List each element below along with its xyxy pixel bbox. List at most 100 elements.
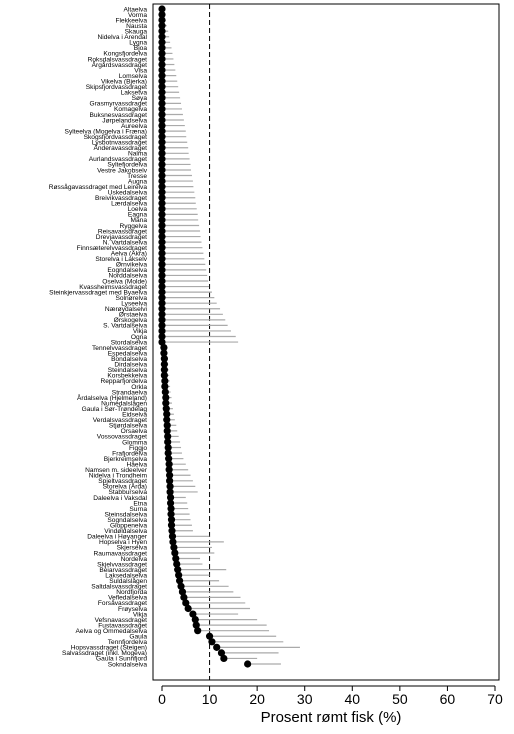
data-point xyxy=(158,199,166,207)
data-point xyxy=(158,177,166,185)
river-label: Dirdalselva xyxy=(114,362,147,369)
data-point xyxy=(162,405,170,413)
data-point xyxy=(189,610,197,618)
river-label: Uskedalselva xyxy=(108,189,148,196)
data-point xyxy=(166,471,174,479)
data-point xyxy=(165,466,173,474)
river-label: Numedalslågen xyxy=(101,399,147,407)
data-point xyxy=(158,110,166,119)
river-label: Gaula xyxy=(129,634,147,641)
plot-frame xyxy=(152,3,500,681)
data-point xyxy=(158,88,166,96)
data-point xyxy=(158,133,166,141)
river-label: Skjelvvassdraget xyxy=(97,561,147,568)
data-point xyxy=(158,188,166,196)
data-point xyxy=(160,349,168,357)
data-point xyxy=(158,138,166,146)
data-point xyxy=(158,16,166,24)
river-label: Orsaelva xyxy=(121,428,148,435)
river-label: Steinkjervassdraget med Byaelva xyxy=(49,289,147,296)
data-point xyxy=(191,615,199,624)
river-label: Kvassheimsvassdraget xyxy=(79,284,147,291)
data-point xyxy=(194,627,202,635)
x-tick-label: 20 xyxy=(249,691,265,707)
data-point xyxy=(158,271,166,280)
river-label: Suldalslågen xyxy=(109,577,147,585)
river-label: Augna xyxy=(128,178,147,185)
data-point xyxy=(158,83,166,91)
x-tick-label: 0 xyxy=(158,691,166,707)
river-label: Fustavassdraget xyxy=(98,622,147,629)
river-label: Skipsfjordvassdraget xyxy=(86,84,147,91)
data-point xyxy=(158,44,166,52)
data-point xyxy=(158,72,166,80)
river-label: Vikja xyxy=(133,611,148,618)
data-point xyxy=(158,338,166,346)
data-point xyxy=(158,155,166,163)
river-label: Vorma xyxy=(128,12,147,19)
river-label: Bjerkreimselva xyxy=(104,456,148,463)
river-label: Stabburselva xyxy=(109,489,148,496)
data-point xyxy=(158,299,166,307)
data-point xyxy=(163,427,171,435)
data-point xyxy=(164,449,172,457)
data-point xyxy=(166,493,175,502)
points-layer xyxy=(158,5,252,668)
river-label: Vossovassdraget xyxy=(97,434,147,441)
river-label: Hopsvassdraget (Steigen) xyxy=(71,645,147,652)
river-label: Roksdalsvassdraget xyxy=(88,56,148,63)
river-label: Sokndalselva xyxy=(108,661,148,668)
data-point xyxy=(158,22,166,30)
data-point xyxy=(217,649,226,657)
river-label: Årgårdsvassdraget xyxy=(92,60,148,69)
river-label: Salvassdraget (inkl. Mogeva) xyxy=(62,650,147,657)
river-label: Vikja xyxy=(133,328,148,335)
data-point xyxy=(158,33,166,41)
data-point xyxy=(158,244,166,252)
river-label: Ryggelva xyxy=(120,223,148,230)
river-label: Komagelva xyxy=(114,106,147,113)
river-label: Aureelva xyxy=(121,123,147,130)
river-label: Norddalselva xyxy=(109,273,148,280)
river-label: Laksetva xyxy=(121,90,148,97)
river-label: Syltefjordelva xyxy=(107,162,147,169)
data-point xyxy=(158,266,166,274)
data-point xyxy=(158,127,166,135)
river-label: Nalma xyxy=(128,151,147,158)
data-point xyxy=(158,77,166,85)
river-label: Skauga xyxy=(125,29,148,36)
data-point xyxy=(164,432,172,441)
river-label: Vestre Jakobselv xyxy=(97,167,148,174)
river-label: Breivikvassdraget xyxy=(95,195,147,202)
data-point xyxy=(158,316,166,324)
river-label: Daleelva i Vaksdal xyxy=(93,495,147,502)
data-point xyxy=(175,571,183,579)
data-point xyxy=(158,327,166,335)
data-point xyxy=(158,121,166,130)
river-label: Oselva (Molde) xyxy=(102,278,147,285)
river-label: Eidselva xyxy=(122,412,147,419)
data-point xyxy=(158,294,166,302)
data-point xyxy=(158,27,166,35)
data-point xyxy=(158,116,166,124)
data-point xyxy=(213,643,221,651)
river-label: Gaula i Sunnfjord xyxy=(96,656,147,663)
river-label: Verdalsvassdraget xyxy=(93,417,147,424)
data-point xyxy=(176,577,184,585)
x-tick-label: 50 xyxy=(392,691,408,707)
data-point xyxy=(170,543,178,552)
error-bars-layer xyxy=(162,8,300,665)
data-point xyxy=(158,332,166,341)
river-label: Nordfjorda xyxy=(116,589,147,596)
river-label: Lærdalselva xyxy=(111,201,147,208)
data-point xyxy=(165,460,173,468)
river-label: Skogsfjordvassdraget xyxy=(84,134,148,141)
data-point xyxy=(158,99,166,107)
data-point xyxy=(158,310,166,318)
river-label: Sylteelva (Mogelva i Fræna) xyxy=(65,128,147,135)
data-point xyxy=(158,55,166,63)
data-point xyxy=(163,421,171,429)
data-point xyxy=(158,288,166,296)
river-label: Spjeltvassdraget xyxy=(98,478,147,485)
